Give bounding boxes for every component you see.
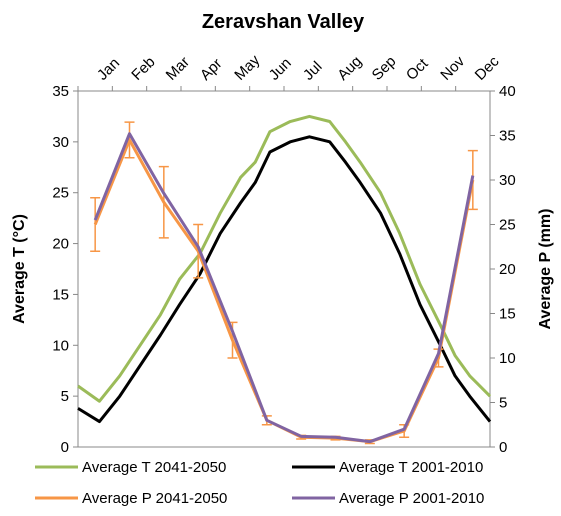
y-axis-label: Average T (°C) xyxy=(11,214,28,324)
x-tick-label: Jan xyxy=(94,55,123,84)
x-tick-label: Mar xyxy=(163,54,193,84)
y2-tick-label: 35 xyxy=(499,128,516,145)
x-tick-label: Aug xyxy=(334,53,365,84)
y2-tick-label: 5 xyxy=(499,395,507,412)
x-tick-label: May xyxy=(231,51,263,83)
y-tick-label: 15 xyxy=(52,286,69,303)
y-tick-label: 30 xyxy=(52,134,69,151)
series-line xyxy=(93,138,475,444)
y-tick-label: 25 xyxy=(52,185,69,202)
y-tick-label: 0 xyxy=(61,439,69,456)
y2-tick-label: 25 xyxy=(499,217,516,234)
x-tick-label: Apr xyxy=(197,55,226,84)
y2-axis-label: Average P (mm) xyxy=(537,209,554,330)
x-tick-label: Feb xyxy=(128,54,158,84)
legend-label: Average P 2001-2010 xyxy=(339,490,484,507)
legend-label: Average T 2041-2050 xyxy=(82,459,226,476)
x-tick-label: Jun xyxy=(266,55,295,84)
y2-tick-label: 20 xyxy=(499,261,516,278)
chart-title: Zeravshan Valley xyxy=(202,11,365,33)
series-line xyxy=(93,132,475,444)
y2-tick-label: 30 xyxy=(499,172,516,189)
y2-tick-label: 10 xyxy=(499,350,516,367)
y-tick-label: 5 xyxy=(61,388,69,405)
legend-label: Average P 2041-2050 xyxy=(82,490,227,507)
y-tick-label: 10 xyxy=(52,337,69,354)
y2-tick-label: 40 xyxy=(499,83,516,100)
series-line xyxy=(77,114,492,403)
x-tick-label: Nov xyxy=(437,53,468,84)
x-tick-label: Jul xyxy=(300,58,326,84)
y2-tick-label: 0 xyxy=(499,439,507,456)
y-tick-label: 35 xyxy=(52,83,69,100)
y2-tick-label: 15 xyxy=(499,306,516,323)
series-line xyxy=(77,135,492,424)
x-tick-label: Oct xyxy=(403,55,432,84)
y-tick-label: 20 xyxy=(52,236,69,253)
x-tick-label: Sep xyxy=(369,53,400,84)
x-tick-label: Dec xyxy=(472,53,503,84)
legend-label: Average T 2001-2010 xyxy=(339,459,483,476)
